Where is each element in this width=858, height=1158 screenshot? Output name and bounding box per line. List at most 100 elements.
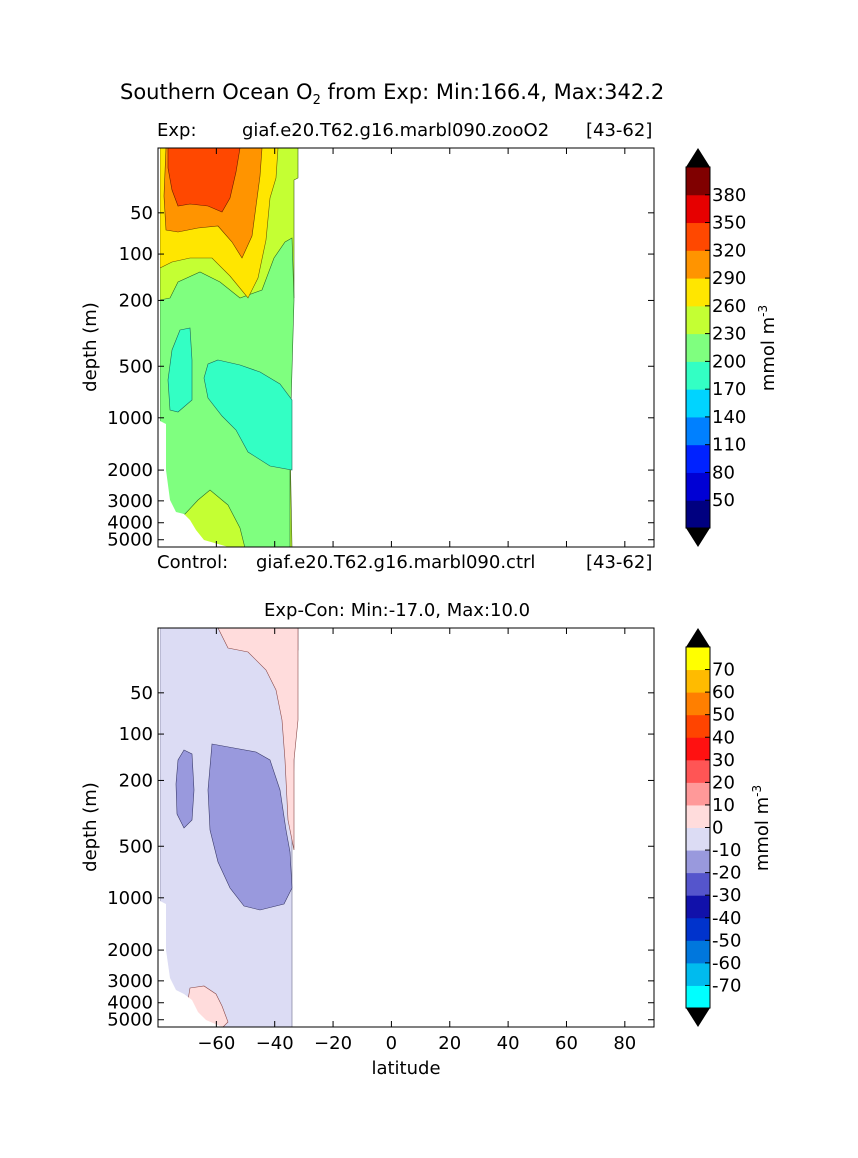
colorbar-tick-label: -30 bbox=[712, 885, 741, 906]
colorbar-swatch bbox=[686, 827, 710, 851]
exp-region-170-deep bbox=[203, 359, 293, 471]
top-colorbar-label: mmol m-3 bbox=[756, 305, 779, 391]
y-tick-label: 4000 bbox=[107, 513, 153, 534]
colorbar-tick-label: 30 bbox=[712, 750, 735, 771]
colorbar-tick-label: 320 bbox=[712, 240, 746, 261]
colorbar-extend-max bbox=[686, 628, 710, 647]
colorbar-swatch bbox=[686, 444, 710, 473]
x-axis-label: latitude bbox=[371, 1058, 440, 1079]
colorbar-tick-label: -40 bbox=[712, 908, 741, 929]
colorbar-swatch bbox=[686, 333, 710, 362]
colorbar-swatch bbox=[686, 895, 710, 919]
colorbar-tick-label: 200 bbox=[712, 351, 746, 372]
colorbar-tick-label: 260 bbox=[712, 296, 746, 317]
exp-years: [43-62] bbox=[586, 120, 653, 141]
colorbar-swatch bbox=[686, 782, 710, 806]
y-tick-label: 3000 bbox=[107, 491, 153, 512]
control-label: Control: bbox=[157, 552, 229, 573]
y-tick-label: 100 bbox=[119, 724, 153, 745]
y-tick-label: 2000 bbox=[107, 460, 153, 481]
colorbar-swatch bbox=[686, 917, 710, 941]
y-tick-label: 50 bbox=[130, 683, 153, 704]
title-subscript: 2 bbox=[312, 93, 321, 109]
colorbar-extend-min bbox=[686, 1008, 710, 1027]
colorbar-tick-label: 110 bbox=[712, 435, 746, 456]
exp-label: Exp: bbox=[157, 120, 197, 141]
exp-region-170-south bbox=[167, 327, 193, 413]
colorbar-tick-label: 230 bbox=[712, 324, 746, 345]
colorbar-swatch bbox=[686, 250, 710, 279]
colorbar-tick-label: 70 bbox=[712, 660, 735, 681]
title-prefix: Southern Ocean O bbox=[120, 80, 313, 104]
top-cbar-unit: mmol m bbox=[758, 317, 779, 391]
title-suffix: from Exp: Min:166.4, Max:342.2 bbox=[320, 80, 665, 104]
colorbar-swatch bbox=[686, 647, 710, 671]
colorbar-tick-label: 10 bbox=[712, 795, 735, 816]
colorbar-tick-label: 50 bbox=[712, 705, 735, 726]
top-cbar-unit-sup: -3 bbox=[756, 305, 770, 317]
colorbar-swatch bbox=[686, 500, 710, 529]
colorbar-swatch bbox=[686, 669, 710, 693]
colorbar-swatch bbox=[686, 361, 710, 390]
colorbar-extend-min bbox=[686, 528, 710, 547]
y-tick-label: 2000 bbox=[107, 940, 153, 961]
colorbar-swatch bbox=[686, 714, 710, 738]
diff-region-neg20-south bbox=[175, 749, 195, 829]
colorbar-extend-max bbox=[686, 148, 710, 167]
colorbar-tick-label: 170 bbox=[712, 379, 746, 400]
diff-land-mask bbox=[158, 628, 160, 1027]
exp-contour-field bbox=[158, 148, 299, 547]
y-tick-label: 4000 bbox=[107, 993, 153, 1014]
diff-contour-field bbox=[158, 628, 299, 1027]
bottom-y-label: depth (m) bbox=[80, 782, 101, 872]
colorbar-swatch bbox=[686, 737, 710, 761]
colorbar-tick-label: 60 bbox=[712, 682, 735, 703]
exp-land-mask bbox=[158, 148, 160, 547]
control-case: giaf.e20.T62.g16.marbl090.ctrl bbox=[256, 552, 536, 573]
colorbar-tick-label: 140 bbox=[712, 407, 746, 428]
top-y-label: depth (m) bbox=[80, 302, 101, 392]
x-tick-label: −20 bbox=[314, 1033, 352, 1054]
colorbar-swatch bbox=[686, 389, 710, 418]
colorbar-swatch bbox=[686, 472, 710, 501]
x-tick-label: 60 bbox=[555, 1033, 578, 1054]
top-axes-frame bbox=[157, 147, 655, 548]
x-tick-label: −60 bbox=[197, 1033, 235, 1054]
bottom-x-ticks: −60 −40 −20 0 20 40 60 80 bbox=[197, 148, 636, 1054]
colorbar-tick-label: 350 bbox=[712, 213, 746, 234]
colorbar-swatch bbox=[686, 872, 710, 896]
top-colorbar: 50 80 110 140 170 200 230 260 290 320 350 380 bbox=[685, 148, 746, 547]
diff-region-neg20-deep bbox=[207, 743, 293, 911]
colorbar-swatch bbox=[686, 305, 710, 335]
y-tick-label: 500 bbox=[119, 356, 153, 377]
colorbar-frame bbox=[685, 166, 711, 529]
y-tick-label: 5000 bbox=[107, 1010, 153, 1031]
y-tick-label: 200 bbox=[119, 770, 153, 791]
y-tick-label: 200 bbox=[119, 290, 153, 311]
colorbar-tick-label: 380 bbox=[712, 185, 746, 206]
control-years: [43-62] bbox=[586, 552, 653, 573]
x-tick-label: 20 bbox=[438, 1033, 461, 1054]
diff-bathymetry-mask bbox=[158, 900, 226, 1027]
y-tick-label: 1000 bbox=[107, 408, 153, 429]
bottom-colorbar-label: mmol m-3 bbox=[750, 785, 773, 871]
colorbar-tick-label: 80 bbox=[712, 462, 735, 483]
colorbar-tick-label: 20 bbox=[712, 772, 735, 793]
y-tick-label: 500 bbox=[119, 836, 153, 857]
colorbar-swatch bbox=[686, 222, 710, 251]
bottom-axes-frame bbox=[157, 627, 655, 1028]
colorbar-swatch bbox=[686, 850, 710, 874]
colorbar-tick-label: 0 bbox=[712, 818, 723, 839]
bottom-cbar-unit: mmol m bbox=[752, 797, 773, 871]
diff-panel-title: Exp-Con: Min:-17.0, Max:10.0 bbox=[264, 600, 531, 621]
y-tick-label: 3000 bbox=[107, 971, 153, 992]
x-tick-label: 0 bbox=[386, 1033, 397, 1054]
x-tick-label: −40 bbox=[256, 1033, 294, 1054]
colorbar-swatch bbox=[686, 167, 710, 196]
x-tick-label: 40 bbox=[497, 1033, 520, 1054]
colorbar-tick-label: -60 bbox=[712, 953, 741, 974]
